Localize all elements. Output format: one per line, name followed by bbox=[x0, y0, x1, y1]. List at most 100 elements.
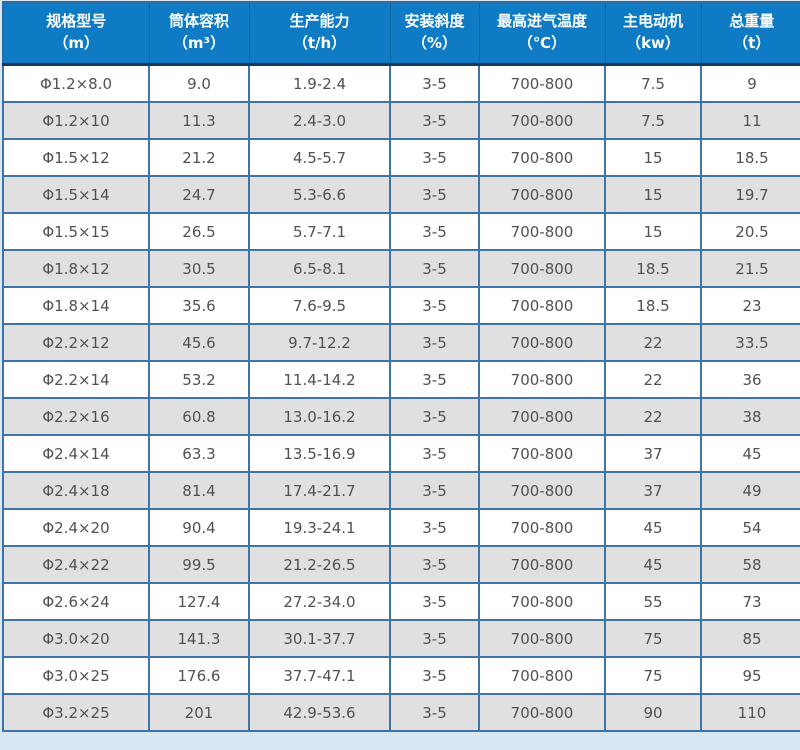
table-cell: 700-800 bbox=[478, 63, 606, 103]
column-unit: （%） bbox=[411, 34, 458, 52]
table-cell: 90.4 bbox=[148, 508, 250, 547]
table-cell: 22 bbox=[604, 397, 702, 436]
table-cell: 13.5-16.9 bbox=[248, 434, 391, 473]
table-body: Φ1.2×8.0 9.0 1.9-2.4 3-5 700-800 7.5 9 Φ1.2×10 1… bbox=[2, 63, 800, 732]
table-cell: 700-800 bbox=[478, 545, 606, 584]
table-row: Φ2.6×24 127.4 27.2-34.0 3-5 700-800 55 73 bbox=[2, 582, 800, 621]
table-cell: 700-800 bbox=[478, 323, 606, 362]
table-cell: 37.7-47.1 bbox=[248, 656, 391, 695]
table-cell: 5.3-6.6 bbox=[248, 175, 391, 214]
table-cell: 3-5 bbox=[389, 212, 480, 251]
table-cell: 18.5 bbox=[700, 138, 800, 177]
table-cell: 36 bbox=[700, 360, 800, 399]
table-cell: 3-5 bbox=[389, 101, 480, 140]
table-row: Φ2.2×14 53.2 11.4-14.2 3-5 700-800 22 36 bbox=[2, 360, 800, 399]
table-cell: 45 bbox=[700, 434, 800, 473]
table-cell: 26.5 bbox=[148, 212, 250, 251]
table-cell: 45 bbox=[604, 545, 702, 584]
table-cell: 7.5 bbox=[604, 63, 702, 103]
header-row: 规格型号 （m） 筒体容积 （m³） 生产能力 （t/h） 安装斜度 （%） 最… bbox=[3, 2, 800, 66]
table-row: Φ2.4×14 63.3 13.5-16.9 3-5 700-800 37 45 bbox=[2, 434, 800, 473]
table-cell: 3-5 bbox=[389, 693, 480, 732]
table-cell: 3-5 bbox=[389, 656, 480, 695]
table-cell: 95 bbox=[700, 656, 800, 695]
table-cell: 3-5 bbox=[389, 249, 480, 288]
table-cell: 3-5 bbox=[389, 582, 480, 621]
table-row: Φ2.4×20 90.4 19.3-24.1 3-5 700-800 45 54 bbox=[2, 508, 800, 547]
table-cell: 176.6 bbox=[148, 656, 250, 695]
column-title: 生产能力 bbox=[289, 12, 350, 31]
table-cell: Φ2.4×14 bbox=[2, 434, 150, 473]
column-unit: （t/h） bbox=[292, 34, 347, 52]
table-cell: Φ2.2×12 bbox=[2, 323, 150, 362]
table-cell: Φ3.0×25 bbox=[2, 656, 150, 695]
table-cell: 141.3 bbox=[148, 619, 250, 658]
table-row: Φ1.5×14 24.7 5.3-6.6 3-5 700-800 15 19.7 bbox=[2, 175, 800, 214]
column-unit: （t） bbox=[733, 34, 771, 52]
table-row: Φ1.2×8.0 9.0 1.9-2.4 3-5 700-800 7.5 9 bbox=[2, 63, 800, 103]
column-title: 总重量 bbox=[729, 12, 775, 31]
table-cell: Φ1.5×15 bbox=[2, 212, 150, 251]
column-title: 筒体容积 bbox=[168, 12, 229, 31]
table-cell: 700-800 bbox=[478, 619, 606, 658]
table-cell: 35.6 bbox=[148, 286, 250, 325]
table-cell: 63.3 bbox=[148, 434, 250, 473]
table-cell: 127.4 bbox=[148, 582, 250, 621]
table-cell: 3-5 bbox=[389, 545, 480, 584]
table-cell: 6.5-8.1 bbox=[248, 249, 391, 288]
table-cell: 9.7-12.2 bbox=[248, 323, 391, 362]
table-cell: 17.4-21.7 bbox=[248, 471, 391, 510]
table-cell: 7.6-9.5 bbox=[248, 286, 391, 325]
table-cell: 9 bbox=[700, 63, 800, 103]
table-cell: 19.3-24.1 bbox=[248, 508, 391, 547]
table-cell: 81.4 bbox=[148, 471, 250, 510]
table-cell: Φ2.2×16 bbox=[2, 397, 150, 436]
table-cell: 53.2 bbox=[148, 360, 250, 399]
table-cell: 9.0 bbox=[148, 63, 250, 103]
table-cell: Φ1.8×12 bbox=[2, 249, 150, 288]
table-cell: Φ3.0×20 bbox=[2, 619, 150, 658]
table-cell: 700-800 bbox=[478, 693, 606, 732]
table-cell: 27.2-34.0 bbox=[248, 582, 391, 621]
table-cell: 42.9-53.6 bbox=[248, 693, 391, 732]
table-cell: 58 bbox=[700, 545, 800, 584]
column-title: 最高进气温度 bbox=[496, 12, 587, 31]
table-row: Φ2.4×18 81.4 17.4-21.7 3-5 700-800 37 49 bbox=[2, 471, 800, 510]
table-cell: 75 bbox=[604, 619, 702, 658]
table-cell: 3-5 bbox=[389, 286, 480, 325]
column-header-production-capacity: 生产能力 （t/h） bbox=[248, 2, 390, 66]
table-cell: 700-800 bbox=[478, 471, 606, 510]
table-cell: Φ1.2×8.0 bbox=[2, 63, 150, 103]
table-cell: 2.4-3.0 bbox=[248, 101, 391, 140]
table-cell: 75 bbox=[604, 656, 702, 695]
table-cell: 24.7 bbox=[148, 175, 250, 214]
table-cell: 3-5 bbox=[389, 63, 480, 103]
table-row: Φ3.0×20 141.3 30.1-37.7 3-5 700-800 75 85 bbox=[2, 619, 800, 658]
table-cell: 700-800 bbox=[478, 656, 606, 695]
table-cell: 22 bbox=[604, 323, 702, 362]
table-cell: 73 bbox=[700, 582, 800, 621]
table-cell: 18.5 bbox=[604, 249, 702, 288]
table-cell: 3-5 bbox=[389, 175, 480, 214]
table-cell: 15 bbox=[604, 138, 702, 177]
table-cell: 20.5 bbox=[700, 212, 800, 251]
table-row: Φ1.8×14 35.6 7.6-9.5 3-5 700-800 18.5 23 bbox=[2, 286, 800, 325]
column-header-model: 规格型号 （m） bbox=[3, 2, 149, 66]
column-title: 主电动机 bbox=[622, 12, 683, 31]
table-cell: 700-800 bbox=[478, 175, 606, 214]
table-cell: Φ1.5×12 bbox=[2, 138, 150, 177]
table-cell: 11.3 bbox=[148, 101, 250, 140]
table-row: Φ1.5×15 26.5 5.7-7.1 3-5 700-800 15 20.5 bbox=[2, 212, 800, 251]
table-cell: 19.7 bbox=[700, 175, 800, 214]
table-cell: 3-5 bbox=[389, 508, 480, 547]
table-cell: 3-5 bbox=[389, 397, 480, 436]
spec-table: 规格型号 （m） 筒体容积 （m³） 生产能力 （t/h） 安装斜度 （%） 最… bbox=[2, 1, 800, 732]
table-cell: 60.8 bbox=[148, 397, 250, 436]
table-cell: 18.5 bbox=[604, 286, 702, 325]
column-unit: （m³） bbox=[172, 34, 226, 52]
table-cell: 700-800 bbox=[478, 212, 606, 251]
column-header-total-weight: 总重量 （t） bbox=[700, 2, 800, 66]
table-cell: Φ2.4×18 bbox=[2, 471, 150, 510]
table-cell: 15 bbox=[604, 175, 702, 214]
